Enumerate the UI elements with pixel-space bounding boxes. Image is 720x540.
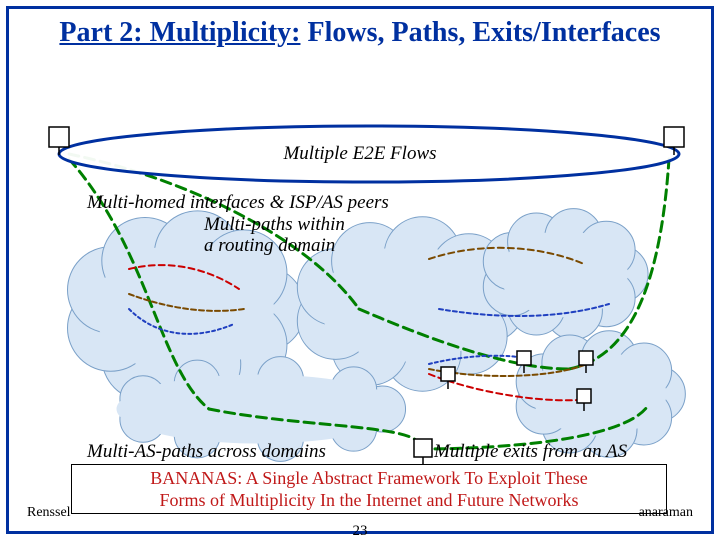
footer-left: Renssel bbox=[27, 505, 71, 521]
caption-upper-l3: a routing domain bbox=[204, 235, 335, 257]
banner-line1: BANANAS: A Single Abstract Framework To … bbox=[150, 468, 588, 488]
banner-line2: Forms of Multiplicity In the Internet an… bbox=[160, 490, 579, 510]
footer-right: anaraman bbox=[639, 505, 693, 521]
caption-lower-left: Multi-AS-paths across domains bbox=[87, 441, 326, 463]
caption-top: Multiple E2E Flows bbox=[9, 143, 711, 165]
page-number: 23 bbox=[9, 523, 711, 540]
caption-lower-right: Multiple exits from an AS bbox=[434, 441, 627, 463]
slide-frame: Part 2: Multiplicity: Flows, Paths, Exit… bbox=[6, 6, 714, 534]
bananas-banner: BANANAS: A Single Abstract Framework To … bbox=[71, 464, 667, 514]
caption-upper-l2: Multi-paths within bbox=[204, 214, 345, 236]
caption-upper-l1: Multi-homed interfaces & ISP/AS peers bbox=[87, 192, 389, 214]
